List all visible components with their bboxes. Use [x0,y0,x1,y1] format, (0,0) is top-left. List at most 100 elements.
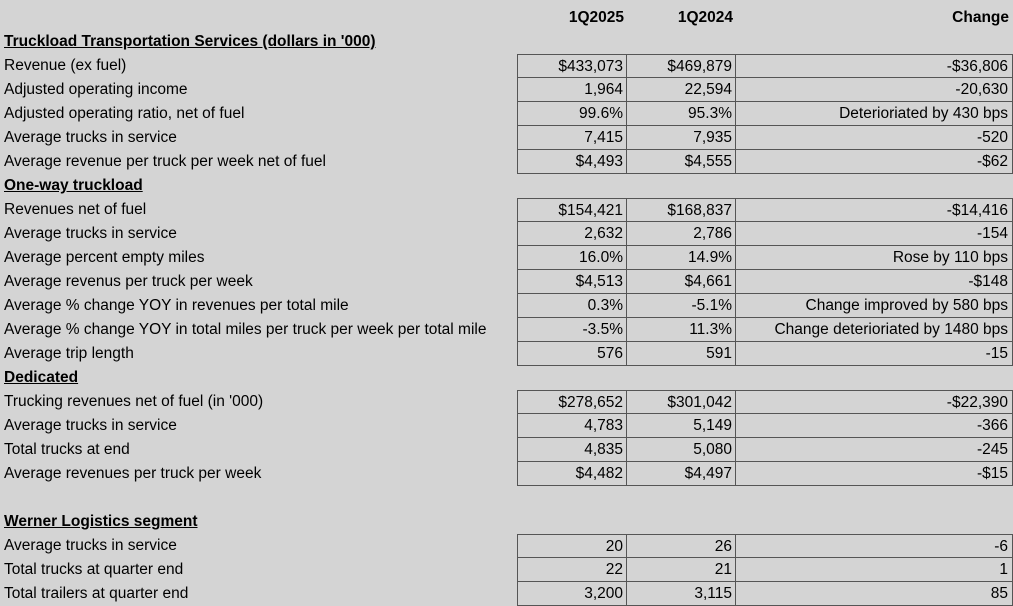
section-title-row: One-way truckload [0,174,1013,198]
cell-1q2025[interactable]: $154,421 [517,198,627,222]
table-row: Total trucks at end 4,835 5,080 -245 [0,438,1013,462]
row-label[interactable]: Revenue (ex fuel) [4,57,127,74]
section-title-dedicated[interactable]: Dedicated [4,369,79,386]
section-title-werner-logistics[interactable]: Werner Logistics segment [4,513,198,530]
row-label[interactable]: Trucking revenues net of fuel (in '000) [4,393,264,410]
cell-1q2025[interactable]: 99.6% [517,102,627,126]
row-label[interactable]: Average percent empty miles [4,249,205,266]
row-label[interactable]: Adjusted operating income [4,81,188,98]
cell-change[interactable]: -$148 [735,270,1013,294]
cell-1q2024[interactable]: 11.3% [626,318,736,342]
cell-change[interactable]: -$15 [735,462,1013,486]
table-row: Average trucks in service 4,783 5,149 -3… [0,414,1013,438]
cell-1q2024[interactable]: $469,879 [626,54,736,78]
row-label[interactable]: Average trip length [4,345,134,362]
column-header-1q2025[interactable]: 1Q2025 [568,9,624,26]
cell-1q2025[interactable]: 3,200 [517,582,627,606]
row-label[interactable]: Average trucks in service [4,225,177,242]
cell-1q2024[interactable]: 95.3% [626,102,736,126]
table-row: Average % change YOY in total miles per … [0,318,1013,342]
cell-1q2025[interactable]: 22 [517,558,627,582]
table-row: Average revenues per truck per week $4,4… [0,462,1013,486]
cell-1q2024[interactable]: $4,555 [626,150,736,174]
section-title-one-way[interactable]: One-way truckload [4,177,143,194]
cell-1q2025[interactable]: 1,964 [517,78,627,102]
row-label[interactable]: Average trucks in service [4,537,177,554]
cell-change[interactable]: -$22,390 [735,390,1013,414]
cell-1q2025[interactable]: 20 [517,534,627,558]
cell-1q2025[interactable]: $4,513 [517,270,627,294]
cell-1q2025[interactable]: $433,073 [517,54,627,78]
cell-1q2025[interactable]: $4,493 [517,150,627,174]
row-label[interactable]: Adjusted operating ratio, net of fuel [4,105,245,122]
cell-change[interactable]: 85 [735,582,1013,606]
cell-1q2025[interactable]: 0.3% [517,294,627,318]
cell-1q2025[interactable]: $278,652 [517,390,627,414]
table-row: Adjusted operating ratio, net of fuel 99… [0,102,1013,126]
cell-1q2024[interactable]: 21 [626,558,736,582]
cell-change[interactable]: Change deterioriated by 1480 bps [735,318,1013,342]
cell-change[interactable]: -20,630 [735,78,1013,102]
table-row: Trucking revenues net of fuel (in '000) … [0,390,1013,414]
cell-1q2024[interactable]: 7,935 [626,126,736,150]
cell-change[interactable]: 1 [735,558,1013,582]
table-row: Adjusted operating income 1,964 22,594 -… [0,78,1013,102]
cell-1q2025[interactable]: 4,783 [517,414,627,438]
cell-change[interactable]: Rose by 110 bps [735,246,1013,270]
cell-1q2024[interactable]: 5,080 [626,438,736,462]
cell-change[interactable]: -$62 [735,150,1013,174]
cell-change[interactable]: -366 [735,414,1013,438]
row-label[interactable]: Total trucks at end [4,441,130,458]
cell-1q2024[interactable]: 5,149 [626,414,736,438]
row-label[interactable]: Average revenue per truck per week net o… [4,153,326,170]
row-label[interactable]: Total trucks at quarter end [4,561,184,578]
cell-change[interactable]: -$14,416 [735,198,1013,222]
column-header-1q2024[interactable]: 1Q2024 [677,9,733,26]
cell-1q2025[interactable]: $4,482 [517,462,627,486]
table-row: Average trip length 576 591 -15 [0,342,1013,366]
table-row: Average revenus per truck per week $4,51… [0,270,1013,294]
cell-change[interactable]: -245 [735,438,1013,462]
cell-1q2024[interactable]: $301,042 [626,390,736,414]
cell-change[interactable]: -6 [735,534,1013,558]
cell-1q2025[interactable]: 4,835 [517,438,627,462]
cell-1q2025[interactable]: 576 [517,342,627,366]
cell-change[interactable]: -$36,806 [735,54,1013,78]
cell-1q2025[interactable]: 16.0% [517,246,627,270]
row-label[interactable]: Average trucks in service [4,129,177,146]
cell-1q2024[interactable]: 591 [626,342,736,366]
table-row: Average trucks in service 7,415 7,935 -5… [0,126,1013,150]
row-label[interactable]: Average % change YOY in total miles per … [4,321,487,338]
cell-1q2024[interactable]: 22,594 [626,78,736,102]
cell-1q2024[interactable]: $168,837 [626,198,736,222]
cell-1q2024[interactable]: $4,497 [626,462,736,486]
cell-1q2024[interactable]: -5.1% [626,294,736,318]
row-label[interactable]: Revenues net of fuel [4,201,147,218]
cell-change[interactable]: -15 [735,342,1013,366]
cell-1q2024[interactable]: 3,115 [626,582,736,606]
cell-1q2024[interactable]: 2,786 [626,222,736,246]
table-row: Revenue (ex fuel) $433,073 $469,879 -$36… [0,54,1013,78]
cell-1q2024[interactable]: 14.9% [626,246,736,270]
row-label[interactable]: Average revenues per truck per week [4,465,262,482]
table-row: Total trailers at quarter end 3,200 3,11… [0,582,1013,606]
cell-change[interactable]: -520 [735,126,1013,150]
cell-1q2025[interactable]: 2,632 [517,222,627,246]
section-title-truckload[interactable]: Truckload Transportation Services (dolla… [4,33,376,50]
column-header-change[interactable]: Change [952,9,1009,26]
section-title-row: Dedicated [0,366,1013,390]
row-label[interactable]: Average revenus per truck per week [4,273,253,290]
cell-1q2025[interactable]: -3.5% [517,318,627,342]
cell-change[interactable]: Change improved by 580 bps [735,294,1013,318]
cell-change[interactable]: Deterioriated by 430 bps [735,102,1013,126]
row-label[interactable]: Average trucks in service [4,417,177,434]
section-title-row: Truckload Transportation Services (dolla… [0,30,1013,54]
cell-1q2025[interactable]: 7,415 [517,126,627,150]
cell-1q2024[interactable]: $4,661 [626,270,736,294]
row-label[interactable]: Average % change YOY in revenues per tot… [4,297,349,314]
cell-change[interactable]: -154 [735,222,1013,246]
row-label[interactable]: Total trailers at quarter end [4,585,189,602]
cell-1q2024[interactable]: 26 [626,534,736,558]
table-row: Average revenue per truck per week net o… [0,150,1013,174]
